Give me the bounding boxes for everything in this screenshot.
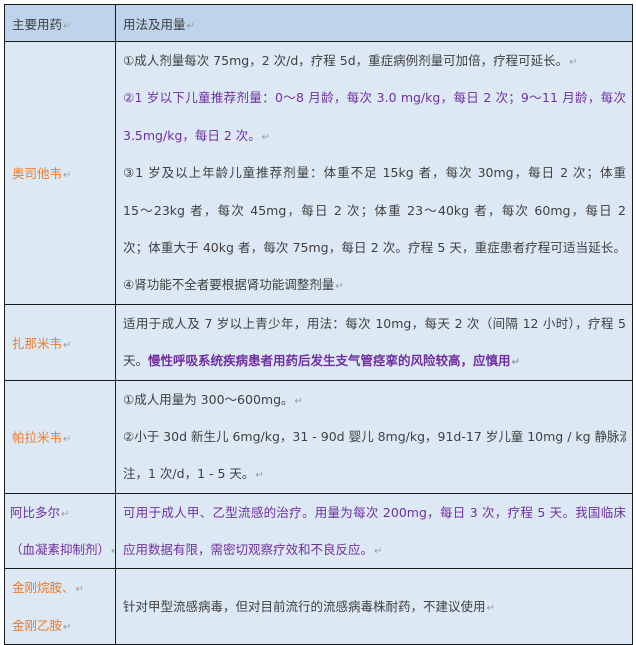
dosage-line: ③1 岁及以上年龄儿童推荐剂量：体重不足 15kg 者，每次 30mg，每日 2… — [123, 165, 626, 181]
dosage-line: 天。慢性呼吸系统疾病患者用药后发生支气管痉挛的风险较高，应慎用 — [123, 342, 626, 379]
drug-cell: 奥司他韦 — [4, 41, 116, 305]
drug-name: 扎那米韦 — [12, 333, 109, 352]
dosage-line: 15～23kg 者，每次 45mg，每日 2 次；体重 23～40kg 者，每次… — [123, 202, 626, 218]
dosage-line: 应用数据有限，需密切观察疗效和不良反应。 — [123, 531, 626, 568]
table-row: 奥司他韦 ①成人剂量每次 75mg，2 次/d，疗程 5d，重症病例剂量可加倍，… — [4, 41, 633, 305]
dosage-cell: 适用于成人及 7 岁以上青少年，用法：每次 10mg，每天 2 次（间隔 12 … — [115, 303, 633, 381]
drug-name: 阿比多尔 — [10, 494, 115, 531]
table-row: 金刚烷胺、 金刚乙胺 针对甲型流感病毒，但对目前流行的流感病毒株耐药，不建议使用 — [4, 568, 633, 645]
dosage-line: 次；体重大于 40kg 者，每次 75mg，每日 2 次。疗程 5 天，重症患者… — [123, 239, 626, 255]
dosage-line: ①成人用量为 300～600mg。 — [123, 381, 626, 418]
drug-name: 金刚乙胺 — [12, 607, 109, 644]
dosage-line: ②小于 30d 新生儿 6mg/kg，31 - 90d 婴儿 8mg/kg，91… — [123, 428, 626, 444]
dosage-text: 天。 — [123, 353, 149, 369]
dosage-cell: ①成人用量为 300～600mg。 ②小于 30d 新生儿 6mg/kg，31 … — [115, 379, 633, 494]
drug-dosage-table: 主要用药 用法及用量 奥司他韦 ①成人剂量每次 75mg，2 次/d，疗程 5d… — [4, 4, 633, 645]
header-label: 用法及用量 — [123, 17, 195, 32]
table-row: 阿比多尔 （血凝素抑制剂） 可用于成人甲、乙型流感的治疗。用量为每次 200mg… — [4, 492, 633, 570]
dosage-cell: 可用于成人甲、乙型流感的治疗。用量为每次 200mg，每日 3 次，疗程 5 天… — [115, 492, 633, 570]
drug-name: 奥司他韦 — [12, 163, 109, 182]
dosage-line: 注，1 次/d，1 - 5 天。 — [123, 455, 626, 492]
header-usage-dosage: 用法及用量 — [115, 4, 633, 42]
dosage-line: 适用于成人及 7 岁以上青少年，用法：每次 10mg，每天 2 次（间隔 12 … — [123, 315, 626, 331]
dosage-line: 可用于成人甲、乙型流感的治疗。用量为每次 200mg，每日 3 次，疗程 5 天… — [123, 504, 626, 520]
table-row: 扎那米韦 适用于成人及 7 岁以上青少年，用法：每次 10mg，每天 2 次（间… — [4, 303, 633, 381]
dosage-line: ②1 岁以下儿童推荐剂量：0～8 月龄，每次 3.0 mg/kg，每日 2 次；… — [123, 90, 626, 106]
drug-cell: 扎那米韦 — [4, 303, 116, 381]
drug-cell: 金刚烷胺、 金刚乙胺 — [4, 568, 116, 645]
dosage-cell: ①成人剂量每次 75mg，2 次/d，疗程 5d，重症病例剂量可加倍，疗程可延长… — [115, 41, 633, 305]
dosage-line: 3.5mg/kg，每日 2 次。 — [123, 117, 626, 154]
table-row: 帕拉米韦 ①成人用量为 300～600mg。 ②小于 30d 新生儿 6mg/k… — [4, 379, 633, 494]
table-header-row: 主要用药 用法及用量 — [4, 4, 633, 42]
dosage-line: 针对甲型流感病毒，但对目前流行的流感病毒株耐药，不建议使用 — [123, 588, 626, 625]
drug-name: 帕拉米韦 — [12, 427, 109, 446]
dosage-line: ①成人剂量每次 75mg，2 次/d，疗程 5d，重症病例剂量可加倍，疗程可延长… — [123, 42, 626, 79]
drug-cell: 帕拉米韦 — [4, 379, 116, 494]
header-main-drug: 主要用药 — [4, 4, 116, 42]
dosage-cell: 针对甲型流感病毒，但对目前流行的流感病毒株耐药，不建议使用 — [115, 568, 633, 645]
header-label: 主要用药 — [12, 17, 71, 32]
drug-class: （血凝素抑制剂） — [10, 531, 115, 568]
dosage-line: ④肾功能不全者要根据肾功能调整剂量 — [123, 266, 626, 303]
warning-text: 慢性呼吸系统疾病患者用药后发生支气管痉挛的风险较高，应慎用 — [148, 353, 520, 368]
drug-name: 金刚烷胺、 — [12, 569, 109, 606]
drug-cell: 阿比多尔 （血凝素抑制剂） — [4, 492, 116, 570]
